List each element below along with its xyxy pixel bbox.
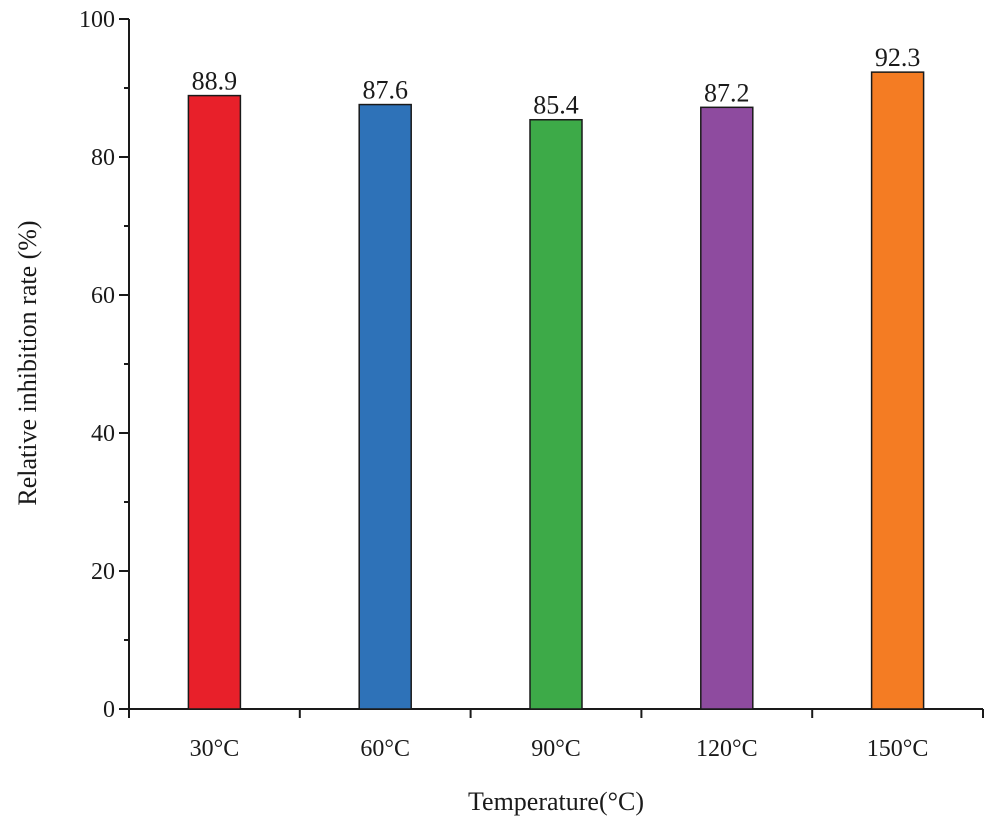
x-ticks: 30°C 60°C 90°C 120°C 150°C <box>128 709 984 762</box>
bar-value-label: 87.2 <box>704 78 750 107</box>
x-axis-title: Temperature(°C) <box>468 787 644 816</box>
y-tick-label: 0 <box>103 697 115 723</box>
bar-value-label: 92.3 <box>875 43 921 72</box>
y-tick-label: 80 <box>91 145 115 171</box>
y-tick-label: 60 <box>91 283 115 309</box>
y-tick-label: 20 <box>91 559 115 585</box>
y-tick-label: 40 <box>91 421 115 447</box>
y-axis-title: Relative inhibition rate (%) <box>13 220 42 505</box>
y-tick-label: 100 <box>79 7 115 33</box>
bar-150c <box>870 71 925 710</box>
bar-30c <box>187 94 242 710</box>
bar-120c <box>700 106 754 710</box>
bar-60c <box>358 103 412 710</box>
x-tick-label: 150°C <box>867 736 929 762</box>
bar-value-label: 88.9 <box>192 67 238 96</box>
data-labels: 88.9 87.6 85.4 87.2 92.3 <box>192 43 921 120</box>
bar-value-label: 87.6 <box>362 76 408 105</box>
x-tick-label: 90°C <box>531 736 581 762</box>
y-ticks: 0 20 40 60 80 100 <box>79 7 129 723</box>
bars <box>187 71 925 710</box>
bar-value-label: 85.4 <box>533 91 579 120</box>
x-tick-label: 120°C <box>696 736 758 762</box>
x-tick-label: 30°C <box>190 736 240 762</box>
bar-90c <box>529 118 583 710</box>
x-tick-label: 60°C <box>360 736 410 762</box>
